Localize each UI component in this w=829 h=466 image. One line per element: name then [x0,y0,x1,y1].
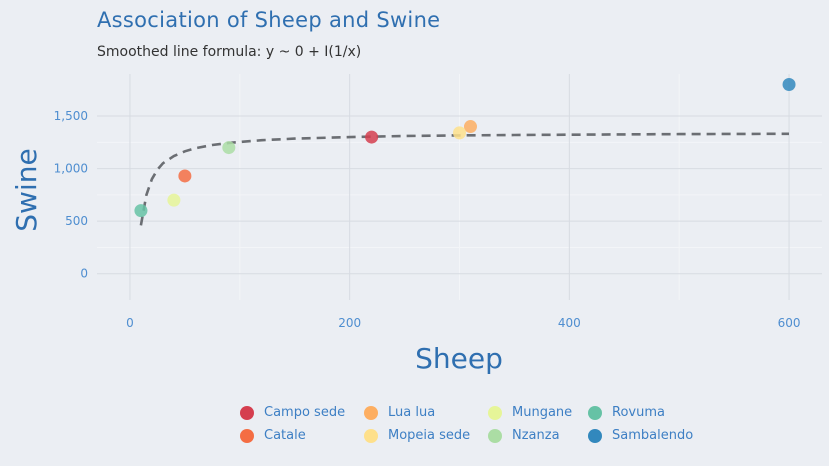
y-tick-label: 1,500 [54,109,88,123]
data-point[interactable] [463,120,477,134]
data-point[interactable] [365,130,379,144]
data-point[interactable] [178,169,192,183]
legend-item[interactable]: Campo sede [236,401,360,424]
legend-item[interactable]: Catale [236,424,360,447]
x-tick-label: 400 [558,316,581,330]
legend-key-icon [240,428,254,443]
legend: Campo sede Catale Lua lua Mopeia sede Mungan… [236,401,694,447]
chart-subtitle: Smoothed line formula: y ~ 0 + I(1/x) [97,44,362,60]
legend-label: Catale [264,428,306,443]
legend-label: Lua lua [388,405,436,420]
y-tick-label: 0 [80,267,88,281]
legend-label: Mopeia sede [388,428,471,443]
legend-label: Nzanza [512,428,560,443]
data-point[interactable] [167,193,181,207]
legend-label: Mungane [512,405,573,420]
y-tick-label: 500 [65,214,88,228]
data-point[interactable] [134,204,148,218]
data-point[interactable] [453,126,466,140]
data-point[interactable] [222,141,236,155]
y-axis-title: Swine [10,148,43,231]
x-axis-title: Sheep [415,342,503,375]
tick-layer: 0 200 400 600 0 500 1,000 1,500 [54,109,801,330]
x-tick-label: 0 [126,316,134,330]
legend-key-icon [588,405,602,420]
chart-title: Association of Sheep and Swine [97,8,441,32]
data-point[interactable] [782,78,796,92]
x-tick-label: 600 [778,316,801,330]
legend-label: Campo sede [264,405,346,420]
legend-item[interactable]: Rovuma [584,401,694,424]
legend-key-icon [588,428,602,443]
legend-key-icon [364,428,378,443]
legend-label: Sambalendo [612,428,694,443]
legend-item[interactable]: Lua lua [360,401,484,424]
legend-item[interactable]: Nzanza [484,424,584,447]
legend-key-icon [488,428,502,443]
point-layer [134,78,796,218]
legend-item[interactable]: Mopeia sede [360,424,484,447]
x-tick-label: 200 [338,316,361,330]
grid-layer [97,74,822,300]
legend-key-icon [364,405,378,420]
smoothed-line [139,132,790,226]
y-tick-label: 1,000 [54,162,88,176]
plot-area: 0 200 400 600 0 500 1,000 1,500 Sheep Swine [10,74,822,375]
legend-item[interactable]: Mungane [484,401,584,424]
legend-item[interactable]: Sambalendo [584,424,694,447]
legend-key-icon [240,405,254,420]
legend-key-icon [488,405,502,420]
legend-label: Rovuma [612,405,665,420]
